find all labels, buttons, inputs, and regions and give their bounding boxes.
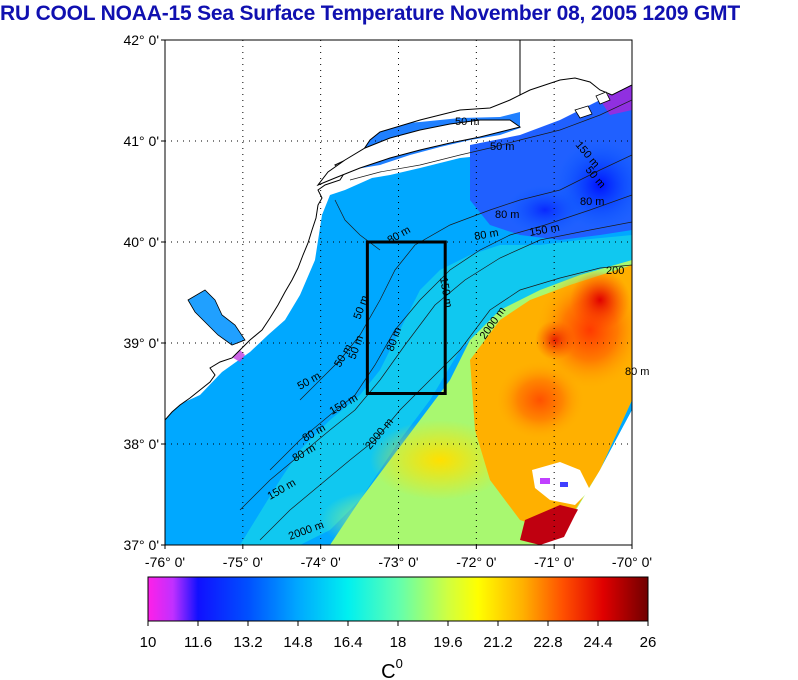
long-island: [316, 119, 522, 187]
longitude-label: -72° 0': [456, 554, 496, 570]
shelf-water: [240, 235, 632, 545]
latitude-label: 37° 0': [123, 537, 159, 553]
colorbar-tick-label: 21.2: [483, 634, 512, 651]
colorbar-tick-label: 10: [140, 634, 157, 651]
latitude-label: 41° 0': [123, 133, 159, 149]
latitude-axis: 42° 0' 41° 0' 40° 0' 39° 0' 38° 0' 37° 0': [123, 32, 165, 553]
contour-label: 80 m: [580, 196, 604, 208]
colorbar-tick-label: 13.2: [233, 634, 262, 651]
contour-label: 150 m: [528, 222, 560, 239]
sst-raster: [165, 40, 632, 545]
colorbar: [147, 576, 649, 622]
longitude-label: -71° 0': [534, 554, 574, 570]
colorbar-ticks: 10 11.6 13.2 14.8 16.4 18 19.6 21.2 22.8 24.4 26: [140, 621, 657, 651]
latitude-label: 40° 0': [123, 234, 159, 250]
colorbar-tick-label: 11.6: [184, 634, 212, 651]
longitude-axis: -76° 0' -75° 0' -74° 0' -73° 0' -72° 0' -71° …: [145, 545, 652, 570]
colorbar-tick-label: 18: [390, 634, 407, 651]
island: [595, 91, 611, 105]
contour-label: 50 m: [490, 141, 514, 153]
contour-label: 80 m: [495, 209, 519, 221]
longitude-label: -70° 0': [612, 554, 652, 570]
study-area-box: [365, 240, 447, 395]
colorbar-tick-label: 24.4: [583, 634, 612, 651]
longitude-label: -76° 0': [145, 554, 185, 570]
delaware-bay: [187, 289, 246, 346]
latitude-label: 39° 0': [123, 335, 159, 351]
island: [574, 105, 593, 119]
longitude-label: -73° 0': [378, 554, 418, 570]
no-data-region: [560, 410, 632, 545]
colorbar-tick-label: 16.4: [333, 634, 362, 651]
contour-label: 50 m: [455, 116, 479, 128]
colorbar-tick-label: 14.8: [283, 634, 312, 651]
contour-label: 150 m: [437, 276, 454, 308]
map-title: RU COOL NOAA-15 Sea Surface Temperature …: [0, 2, 740, 25]
unit-letter: C: [381, 661, 395, 680]
colorbar-unit: C0: [381, 656, 403, 680]
latitude-label: 42° 0': [123, 32, 159, 48]
colorbar-tick-label: 22.8: [533, 634, 562, 651]
latitude-label: 38° 0': [123, 436, 159, 452]
longitude-label: -75° 0': [223, 554, 263, 570]
contour-label: 80 m: [625, 366, 649, 378]
bathymetry-contours: [239, 99, 632, 541]
colorbar-tick-label: 19.6: [433, 634, 462, 651]
new-england-land: [519, 40, 632, 96]
graticule-grid: [165, 40, 632, 545]
contour-label: 200: [606, 265, 624, 277]
contour-label: 80 m: [473, 227, 499, 243]
longitude-label: -74° 0': [301, 554, 341, 570]
unit-superscript: 0: [396, 656, 403, 671]
colorbar-tick-label: 26: [640, 634, 657, 651]
new-jersey-land: [165, 40, 521, 421]
